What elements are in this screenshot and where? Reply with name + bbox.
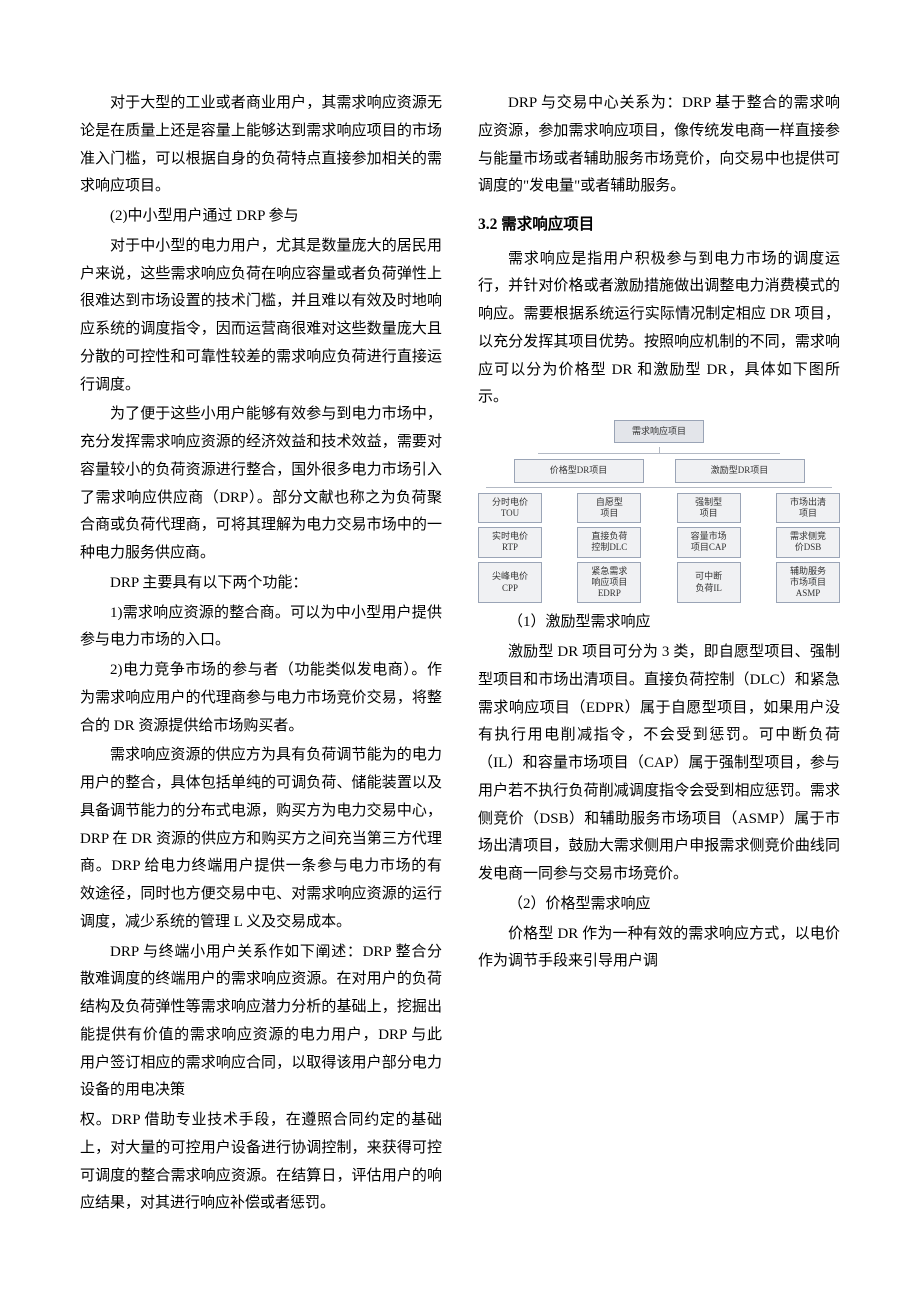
diagram-root-node: 需求响应项目 (614, 420, 704, 443)
diagram-node-label: 项目CAP (691, 542, 727, 553)
diagram-node-label: 容量市场 (691, 531, 727, 542)
paragraph: DRP 与交易中心关系为：DRP 基于整合的需求响应资源，参加需求响应项目，像传… (478, 90, 840, 201)
paragraph: DRP 主要具有以下两个功能： (80, 570, 442, 598)
diagram-node-rtp: 实时电价 RTP (478, 527, 542, 558)
diagram-node-label: 需求侧竞 (790, 531, 826, 542)
diagram-node-label: 实时电价 (492, 531, 528, 542)
diagram-node-label: 直接负荷 (591, 531, 627, 542)
dr-classification-diagram: 需求响应项目 价格型DR项目 激励型DR项目 分时电价 TOU (478, 420, 840, 603)
diagram-node-mandatory: 强制型 项目 (677, 493, 741, 524)
paragraph: DRP 与终端小用户关系作如下阐述：DRP 整合分散难调度的终端用户的需求响应资… (80, 939, 442, 1106)
diagram-node-label: 可中断 (695, 571, 722, 582)
paragraph: 对于大型的工业或者商业用户，其需求响应资源无论是在质量上还是容量上能够达到需求响… (80, 90, 442, 201)
two-column-layout: 对于大型的工业或者商业用户，其需求响应资源无论是在质量上还是容量上能够达到需求响… (80, 90, 840, 1240)
diagram-node-label: 项目 (600, 508, 618, 519)
paragraph: 价格型 DR 作为一种有效的需求响应方式，以电价作为调节手段来引导用户调 (478, 921, 840, 977)
paragraph: 对于中小型的电力用户，尤其是数量庞大的居民用户来说，这些需求响应负荷在响应容量或… (80, 233, 442, 400)
diagram-node-label: 分时电价 (492, 497, 528, 508)
paragraph: 1)需求响应资源的整合商。可以为中小型用户提供参与电力市场的入口。 (80, 600, 442, 656)
diagram-node-label: CPP (502, 583, 518, 594)
paragraph: (2)中小型用户通过 DRP 参与 (80, 203, 442, 231)
diagram-node-cap: 容量市场 项目CAP (677, 527, 741, 558)
paragraph: （1）激励型需求响应 (478, 609, 840, 637)
paragraph: 激励型 DR 项目可分为 3 类，即自愿型项目、强制型项目和市场出清项目。直接负… (478, 639, 840, 889)
diagram-node-il: 可中断 负荷IL (677, 562, 741, 604)
diagram-node-label: 价格型DR项目 (550, 465, 608, 476)
diagram-node-dlc: 直接负荷 控制DLC (577, 527, 641, 558)
paragraph: 权。DRP 借助专业技术手段，在遵照合同约定的基础上，对大量的可控用户设备进行协… (80, 1107, 442, 1218)
diagram-node-voluntary: 自愿型 项目 (577, 493, 641, 524)
diagram-node-label: 紧急需求 (591, 566, 627, 577)
diagram-node-edrp: 紧急需求 响应项目 EDRP (577, 562, 641, 604)
diagram-node-label: 负荷IL (695, 583, 722, 594)
diagram-node-label: 项目 (700, 508, 718, 519)
diagram-node-label: 尖峰电价 (492, 571, 528, 582)
diagram-node-asmp: 辅助服务 市场项目 ASMP (776, 562, 840, 604)
diagram-node-cpp: 尖峰电价 CPP (478, 562, 542, 604)
diagram-node-label: 市场项目 (790, 577, 826, 588)
diagram-node-label: EDRP (598, 588, 621, 599)
paragraph: 2)电力竞争市场的参与者（功能类似发电商）。作为需求响应用户的代理商参与电力市场… (80, 657, 442, 740)
paragraph: 需求响应资源的供应方为具有负荷调节能为的电力用户的整合，具体包括单纯的可调负荷、… (80, 742, 442, 936)
section-heading-3-2: 3.2 需求响应项目 (478, 211, 840, 240)
diagram-node-label: 激励型DR项目 (711, 465, 769, 476)
paragraph: 为了便于这些小用户能够有效参与到电力市场中，充分发挥需求响应资源的经济效益和技术… (80, 401, 442, 568)
diagram-node-market-clear: 市场出清 项目 (776, 493, 840, 524)
diagram-node-label: TOU (501, 508, 519, 519)
paragraph: （2）价格型需求响应 (478, 891, 840, 919)
diagram-node-label: 市场出清 (790, 497, 826, 508)
diagram-branch-price: 价格型DR项目 (514, 459, 644, 482)
diagram-node-label: 辅助服务 (790, 566, 826, 577)
diagram-node-label: 需求响应项目 (632, 426, 686, 437)
diagram-node-label: RTP (502, 542, 518, 553)
diagram-node-label: ASMP (796, 588, 821, 599)
paragraph: 需求响应是指用户积极参与到电力市场的调度运行，并针对价格或者激励措施做出调整电力… (478, 246, 840, 413)
diagram-node-label: 控制DLC (591, 542, 627, 553)
diagram-node-label: 价DSB (795, 542, 822, 553)
diagram-node-label: 项目 (799, 508, 817, 519)
diagram-branch-incentive: 激励型DR项目 (675, 459, 805, 482)
diagram-node-label: 自愿型 (596, 497, 623, 508)
diagram-node-tou: 分时电价 TOU (478, 493, 542, 524)
diagram-node-label: 响应项目 (591, 577, 627, 588)
diagram-node-dsb: 需求侧竞 价DSB (776, 527, 840, 558)
diagram-node-label: 强制型 (695, 497, 722, 508)
